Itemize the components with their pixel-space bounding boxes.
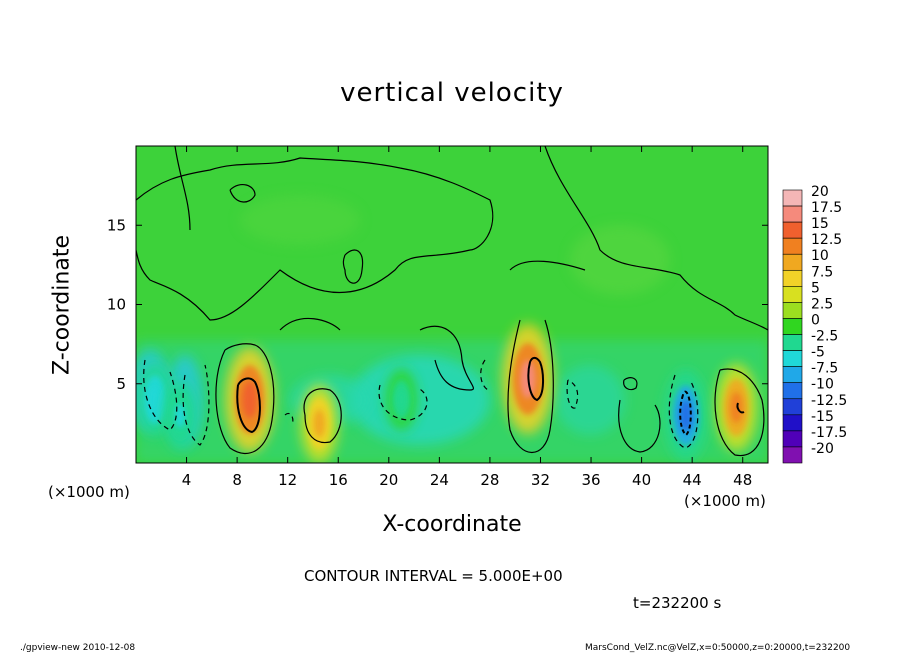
x-tick-label: 16	[329, 471, 348, 489]
colorbar-swatch	[782, 398, 803, 416]
colorbar-swatch	[782, 189, 803, 207]
field-cell-core	[679, 399, 693, 432]
y-tick-label: 15	[107, 216, 126, 234]
field-cell-core	[175, 403, 186, 428]
colorbar-swatch	[782, 302, 803, 319]
x-axis-label: X-coordinate	[382, 512, 522, 537]
colorbar-swatch	[782, 430, 803, 448]
colorbar-label: 17.5	[811, 200, 842, 216]
colorbar-swatch	[782, 253, 803, 271]
colorbar-label: 20	[811, 184, 829, 200]
x-tick-label: 32	[531, 471, 550, 489]
chart-title: vertical velocity	[340, 78, 564, 108]
colorbar-swatch	[782, 366, 803, 384]
colorbar-swatch	[782, 318, 803, 335]
x-tick-label: 48	[733, 471, 752, 489]
velocity-field	[136, 146, 768, 463]
y-tick-label: 10	[107, 296, 126, 314]
colorbar-label: -12.5	[811, 393, 847, 409]
x-unit-label: (×1000 m)	[684, 492, 766, 510]
colorbar-label: 12.5	[811, 232, 842, 248]
colorbar-swatch	[782, 414, 803, 432]
colorbar-swatch	[782, 446, 803, 464]
colorbar-label: 15	[811, 216, 829, 232]
footer-right: MarsCond_VelZ.nc@VelZ,x=0:50000,z=0:2000…	[585, 643, 851, 653]
colorbar-label: -20	[811, 441, 834, 457]
colorbar-label: -15	[811, 409, 834, 425]
colorbar-swatch	[782, 237, 803, 255]
colorbar-label: 7.5	[811, 264, 833, 280]
colorbar-label: -7.5	[811, 361, 838, 377]
field-cell-core	[242, 381, 258, 419]
x-tick-label: 40	[632, 471, 651, 489]
field-cell-core	[396, 388, 407, 411]
colorbar: 2017.51512.5107.552.50-2.5-5-7.5-10-12.5…	[782, 184, 847, 464]
x-tick-label: 8	[232, 471, 242, 489]
y-axis: 5 10 15	[107, 216, 768, 393]
colorbar-label: -2.5	[811, 329, 838, 345]
x-tick-label: 20	[379, 471, 398, 489]
x-tick-label: 44	[683, 471, 702, 489]
x-tick-label: 12	[278, 471, 297, 489]
colorbar-swatch	[782, 205, 803, 223]
footer-left: ./gpview-new 2010-12-08	[20, 643, 136, 653]
colorbar-swatch	[782, 221, 803, 239]
time-label: t=232200 s	[633, 594, 722, 612]
x-tick-label: 24	[430, 471, 449, 489]
x-tick-label: 28	[480, 471, 499, 489]
field-cell-core	[149, 386, 161, 413]
colorbar-label: 10	[811, 248, 829, 264]
colorbar-swatch	[782, 286, 803, 303]
y-tick-label: 5	[116, 375, 126, 393]
field-cell-core	[313, 409, 326, 438]
colorbar-label: -10	[811, 377, 834, 393]
x-axis: 4 8 12 16 20 24 28 32 36 40 44 48	[182, 146, 752, 489]
contour-lines	[136, 146, 768, 457]
y-unit-label: (×1000 m)	[48, 483, 130, 501]
y-axis-label: Z-coordinate	[49, 235, 75, 375]
x-tick-label: 36	[581, 471, 600, 489]
field-cell-core	[730, 392, 743, 423]
colorbar-label: -5	[811, 345, 825, 361]
colorbar-label: -17.5	[811, 425, 847, 441]
colorbar-swatch	[782, 269, 803, 287]
colorbar-swatch	[782, 334, 803, 351]
contour-interval-label: CONTOUR INTERVAL = 5.000E+00	[304, 567, 563, 585]
colorbar-swatch	[782, 350, 803, 367]
x-tick-label: 4	[182, 471, 192, 489]
colorbar-swatch	[782, 382, 803, 400]
colorbar-label: 0	[811, 312, 820, 328]
colorbar-label: 5	[811, 280, 820, 296]
colorbar-label: 2.5	[811, 296, 833, 312]
